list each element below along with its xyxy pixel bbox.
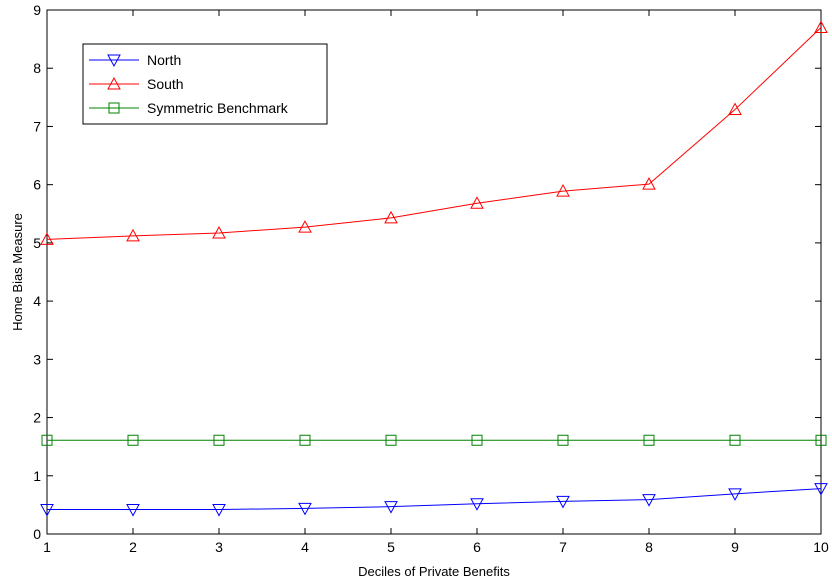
data-point-south	[470, 196, 484, 209]
data-point-south	[814, 20, 828, 33]
data-point-north	[728, 488, 742, 501]
data-point-symmetric-benchmark	[41, 434, 53, 446]
x-axis-label: Deciles of Private Benefits	[358, 564, 510, 579]
data-point-symmetric-benchmark	[471, 434, 483, 446]
x-tick-label: 10	[813, 539, 829, 555]
data-point-symmetric-benchmark	[729, 434, 741, 446]
x-tick-label: 9	[731, 539, 739, 555]
data-point-symmetric-benchmark	[385, 434, 397, 446]
data-point-south	[40, 232, 54, 245]
data-point-north	[126, 504, 140, 517]
series-symmetric-benchmark	[41, 434, 827, 446]
series-south	[40, 20, 828, 245]
data-point-south	[642, 177, 656, 190]
y-axis-label: Home Bias Measure	[10, 213, 25, 331]
x-tick-label: 7	[559, 539, 567, 555]
data-point-symmetric-benchmark	[557, 434, 569, 446]
legend-marker-north	[107, 54, 121, 68]
data-point-south	[126, 228, 140, 242]
legend-label-symmetric-benchmark: Symmetric Benchmark	[147, 100, 289, 116]
data-point-north	[814, 483, 828, 496]
data-point-south	[298, 220, 312, 233]
x-tick-label: 3	[215, 539, 223, 555]
y-tick-label: 8	[33, 60, 41, 76]
legend-marker-symmetric-benchmark	[108, 102, 120, 114]
x-tick-label: 6	[473, 539, 481, 555]
y-tick-label: 5	[33, 235, 41, 251]
data-point-north	[40, 504, 54, 517]
y-tick-label: 4	[33, 293, 41, 309]
data-point-symmetric-benchmark	[643, 434, 655, 446]
y-tick-label: 1	[33, 468, 41, 484]
x-axis-ticks: 1 2 3 4 5 6 7 8 9 10	[43, 10, 829, 555]
x-tick-label: 8	[645, 539, 653, 555]
data-point-symmetric-benchmark	[127, 434, 139, 446]
data-point-north	[556, 495, 570, 509]
data-point-south	[556, 184, 570, 197]
x-tick-label: 2	[129, 539, 137, 555]
series-line-south	[46, 27, 822, 240]
legend: North South Symmetric Benchmark	[82, 43, 328, 125]
data-point-south	[212, 225, 226, 239]
legend-label-north: North	[147, 52, 181, 68]
legend-marker-south	[107, 76, 121, 90]
x-tick-label: 5	[387, 539, 395, 555]
data-point-south	[728, 102, 742, 116]
y-tick-label: 9	[33, 2, 41, 18]
data-point-north	[384, 501, 398, 514]
data-point-north	[212, 504, 226, 517]
y-tick-label: 2	[33, 410, 41, 426]
data-point-south	[384, 210, 398, 224]
data-point-north	[470, 498, 484, 511]
y-tick-label: 0	[33, 526, 41, 542]
data-point-north	[298, 502, 312, 516]
series-layer	[40, 20, 828, 517]
x-tick-label: 4	[301, 539, 309, 555]
series-line-north	[47, 488, 822, 511]
data-point-symmetric-benchmark	[213, 434, 225, 446]
data-point-north	[642, 494, 656, 507]
y-tick-label: 3	[33, 351, 41, 367]
x-tick-label: 1	[43, 539, 51, 555]
series-north	[40, 483, 828, 517]
y-tick-label: 6	[33, 177, 41, 193]
legend-label-south: South	[147, 76, 184, 92]
data-point-symmetric-benchmark	[815, 434, 827, 446]
y-tick-label: 7	[33, 118, 41, 134]
data-point-symmetric-benchmark	[299, 434, 311, 446]
y-axis-ticks: 0 1 2 3 4 5 6 7 8 9	[33, 2, 821, 542]
